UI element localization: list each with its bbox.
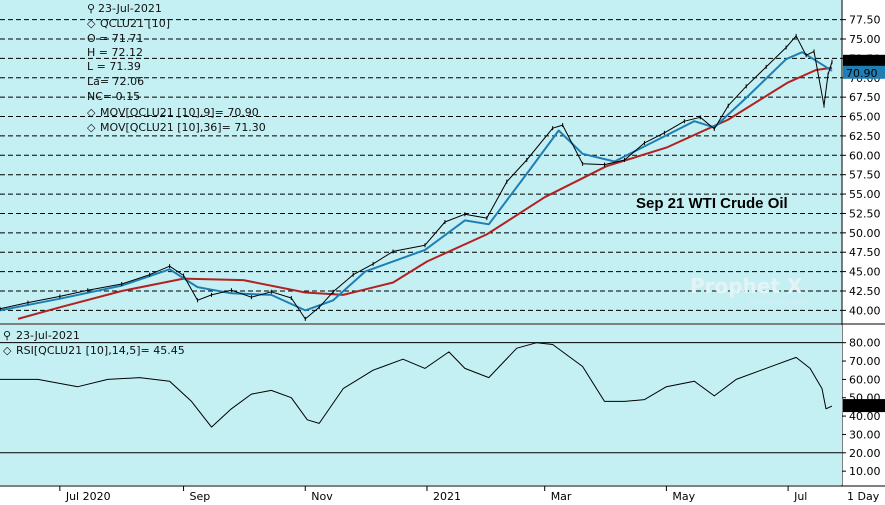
price-info-date: 23-Jul-2021 (98, 2, 162, 15)
price-info-ma36: MOV[QCLU21 [10],36]= 71.30 (100, 121, 266, 134)
rsi-y-tick-label: 10.00 (849, 465, 881, 478)
rsi-y-tick-label: 20.00 (849, 447, 881, 460)
rsi-series-line (0, 342, 833, 428)
price-info-high: H = 72.12 (87, 46, 143, 59)
x-axis-tick-label: Nov (311, 490, 333, 503)
rsi-zoom-icon[interactable]: ⚲ (3, 329, 11, 342)
zoom-icon[interactable]: ⚲ (87, 2, 95, 15)
price-info-low: L = 71.39 (87, 60, 141, 73)
price-y-tick-label: 52.50 (849, 207, 881, 220)
price-y-tick-label: 65.00 (849, 111, 881, 124)
ma-price-tag-text: 70.90 (846, 67, 878, 80)
ma9-series-line (0, 51, 833, 312)
chart-title: Sep 21 WTI Crude Oil (636, 195, 788, 212)
price-series-group (0, 33, 833, 321)
price-y-tick-label: 50.00 (849, 227, 881, 240)
rsi-panel-background (0, 325, 842, 485)
x-axis-tick-label: May (672, 490, 695, 503)
rsi-y-tick-label: 80.00 (849, 337, 881, 350)
price-panel-background (0, 0, 842, 323)
x-axis: Jul 2020 Sep Nov 2021 Mar May Jul 1 Day (59, 486, 880, 503)
x-axis-tick-label: Sep (190, 490, 211, 503)
rsi-y-tick-label: 70.00 (849, 355, 881, 368)
rsi-y-tick-label: 40.00 (849, 410, 881, 423)
price-info-symbol: QCLU21 [10] (100, 17, 170, 30)
price-y-tick-label: 40.00 (849, 304, 881, 317)
price-y-tick-label: 60.00 (849, 149, 881, 162)
rsi-series-group (0, 342, 833, 428)
x-axis-unit-label: 1 Day (847, 490, 880, 503)
price-y-tick-label: 55.00 (849, 188, 881, 201)
ma9-diamond-icon: ◇ (87, 106, 96, 119)
rsi-y-tick-label: 30.00 (849, 428, 881, 441)
price-y-tick-label: 62.50 (849, 130, 881, 143)
rsi-value-tag-text: 45.45 (846, 400, 878, 413)
x-axis-tick-label: Jul 2020 (65, 490, 111, 503)
price-info-last: La= 72.06 (87, 75, 144, 88)
watermark-subtitle: powered by DTN (748, 298, 806, 306)
price-info-ma9: MOV[QCLU21 [10],9]= 70.90 (100, 106, 259, 119)
x-axis-tick-label: Jul (793, 490, 807, 503)
price-y-tick-label: 57.50 (849, 169, 881, 182)
price-y-tick-label: 42.50 (849, 285, 881, 298)
last-price-tag: 72.06 (843, 54, 885, 69)
price-info-net-change: NC= 0.15 (87, 90, 140, 103)
price-series-line (0, 35, 833, 320)
watermark-logo: Prophet X (690, 274, 803, 298)
rsi-diamond-icon: ◇ (3, 344, 12, 357)
price-y-tick-label: 75.00 (849, 33, 881, 46)
ma-price-tag: 70.90 (843, 65, 885, 80)
x-axis-tick-label: 2021 (433, 490, 461, 503)
price-y-tick-label: 47.50 (849, 246, 881, 259)
price-y-tick-label: 45.00 (849, 266, 881, 279)
rsi-info-date: 23-Jul-2021 (16, 329, 80, 342)
ma36-series-line (17, 66, 833, 320)
rsi-info-label: RSI[QCLU21 [10],14,5]= 45.45 (16, 344, 185, 357)
diamond-icon: ◇ (87, 17, 96, 30)
rsi-value-tag: 45.45 (843, 399, 885, 413)
last-price-tag-text: 72.06 (846, 56, 878, 69)
x-axis-tick-label: Mar (551, 490, 572, 503)
ma36-diamond-icon: ◇ (87, 121, 96, 134)
price-y-tick-label: 77.50 (849, 14, 881, 27)
price-y-tick-label: 67.50 (849, 91, 881, 104)
rsi-y-tick-label: 60.00 (849, 373, 881, 386)
price-info-open: O = 71.71 (87, 32, 143, 45)
